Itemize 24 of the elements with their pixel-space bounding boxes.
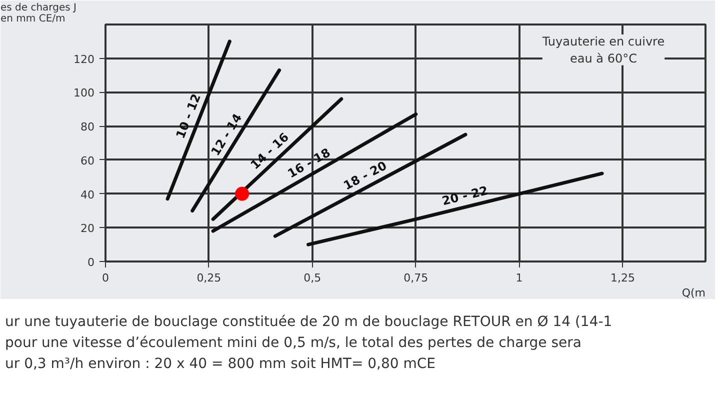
y-tick-label: 100	[74, 86, 95, 100]
text: 10 - 12	[173, 92, 204, 140]
text: ur 0,3 m³/h environ : 20 x 40 = 800 mm soit HMT= 0,80 mCE	[5, 356, 436, 372]
x-tick-label: 0,5	[304, 272, 322, 284]
y-tick-label: 60	[80, 154, 95, 168]
x-axis-title: Q(m	[682, 286, 706, 300]
text: 20 - 22	[440, 183, 490, 208]
x-tick-label: 0	[102, 272, 109, 284]
y-tick-label: 20	[80, 222, 95, 236]
x-tick-label: 0,75	[404, 272, 428, 284]
text: Tuyauterie en cuivre eau à 60°C	[541, 34, 665, 66]
y-axis-title: es de charges J en mm CE/m	[0, 2, 76, 24]
text: ur une tuyauterie de bouclage constituée de 20 m de bouclage RETOUR en Ø 14 (14-1	[5, 314, 612, 330]
text: pour une vitesse d’écoulement mini de 0,5 m/s, le total des pertes de charge sera	[5, 335, 582, 351]
y-tick-label: 0	[88, 256, 94, 269]
x-tick-label: 1	[516, 272, 523, 284]
text: 12 - 14	[208, 111, 245, 158]
text: 16 - 18	[285, 145, 333, 181]
x-tick-label: 0,25	[196, 272, 222, 284]
x-tick-label: 1,25	[610, 272, 635, 284]
text: 18 - 20	[341, 158, 390, 193]
y-tick-label: 80	[80, 120, 95, 134]
y-tick-label: 120	[74, 52, 95, 66]
y-tick-label: 40	[80, 188, 95, 202]
